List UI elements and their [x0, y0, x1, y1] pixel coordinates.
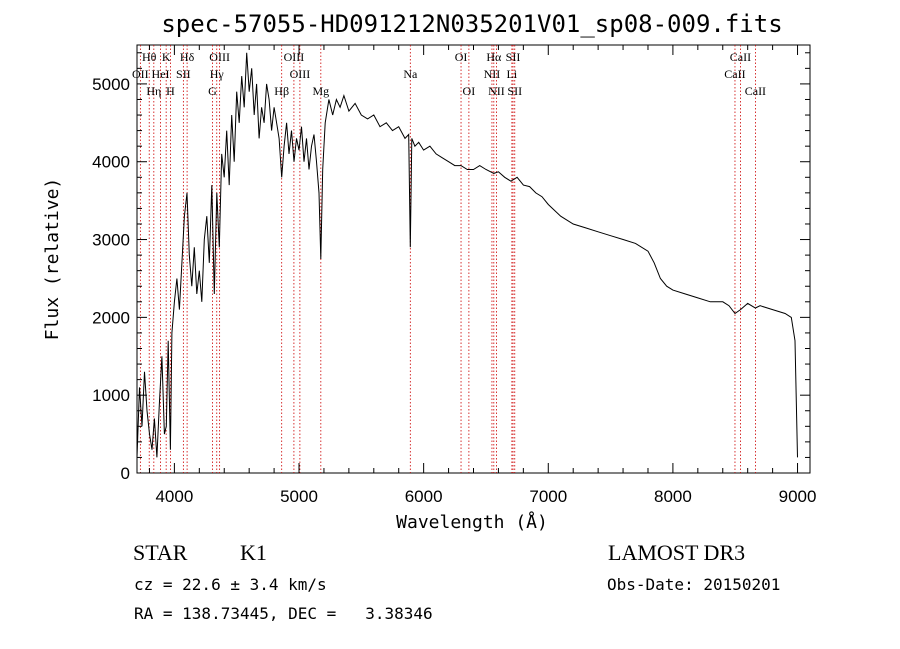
- line-label-17: OI: [463, 84, 476, 98]
- line-label-22: Li: [507, 67, 518, 81]
- y-tick-label-5000: 5000: [92, 75, 130, 94]
- x-tick-label-8000: 8000: [654, 487, 692, 506]
- x-axis-ticks: 4000 5000 6000 7000 8000 9000: [148, 45, 817, 506]
- y-tick-label-1000: 1000: [92, 386, 130, 405]
- line-label-9: Hγ: [210, 67, 225, 81]
- line-label-26: CaII: [745, 84, 766, 98]
- line-label-10: G: [208, 84, 217, 98]
- x-tick-label-5000: 5000: [280, 487, 318, 506]
- y-tick-label-0: 0: [121, 464, 130, 483]
- line-label-18: Hα: [486, 50, 502, 64]
- y-tick-label-4000: 4000: [92, 153, 130, 172]
- x-tick-label-7000: 7000: [529, 487, 567, 506]
- line-label-4: K: [162, 50, 171, 64]
- line-label-2: Hη: [146, 84, 161, 98]
- object-class: STAR: [133, 540, 188, 565]
- line-label-13: OIII: [290, 67, 311, 81]
- line-label-5: H: [166, 84, 175, 98]
- line-label-1: OII: [132, 67, 149, 81]
- chart-title: spec-57055-HD091212N035201V01_sp08-009.f…: [161, 10, 782, 38]
- line-label-25: CaII: [724, 67, 745, 81]
- line-label-20: NII: [488, 84, 505, 98]
- line-label-16: OI: [455, 50, 468, 64]
- line-label-14: Mg: [312, 84, 329, 98]
- line-label-15: Na: [403, 67, 418, 81]
- y-tick-label-2000: 2000: [92, 308, 130, 327]
- line-label-7: Hδ: [180, 50, 195, 64]
- spectral-line-markers: [139, 45, 756, 473]
- line-label-8: OIII: [209, 50, 230, 64]
- spectrum-series-line: [136, 52, 798, 458]
- line-label-3: HeI: [152, 67, 170, 81]
- line-label-23: SII: [507, 84, 522, 98]
- observation-date: Obs-Date: 20150201: [607, 575, 781, 594]
- spectral-subclass: K1: [240, 540, 267, 565]
- y-axis-label: Flux (relative): [42, 178, 63, 341]
- survey-name: LAMOST DR3: [608, 540, 746, 565]
- y-tick-label-3000: 3000: [92, 231, 130, 250]
- line-label-24: CaII: [730, 50, 751, 64]
- coordinates: RA = 138.73445, DEC = 3.38346: [134, 604, 433, 623]
- line-label-11: Hβ: [274, 84, 289, 98]
- x-tick-label-6000: 6000: [405, 487, 443, 506]
- redshift-velocity: cz = 22.6 ± 3.4 km/s: [134, 575, 327, 594]
- line-label-19: NII: [484, 67, 501, 81]
- x-tick-label-9000: 9000: [779, 487, 817, 506]
- line-label-0: Hθ: [142, 50, 157, 64]
- line-label-12: OIII: [284, 50, 305, 64]
- line-label-21: SII: [506, 50, 521, 64]
- y-axis-ticks: 0 1000 2000 3000 4000 5000: [92, 52, 810, 483]
- x-axis-label: Wavelength (Å): [396, 511, 548, 533]
- line-label-6: SII: [176, 67, 191, 81]
- x-tick-label-4000: 4000: [155, 487, 193, 506]
